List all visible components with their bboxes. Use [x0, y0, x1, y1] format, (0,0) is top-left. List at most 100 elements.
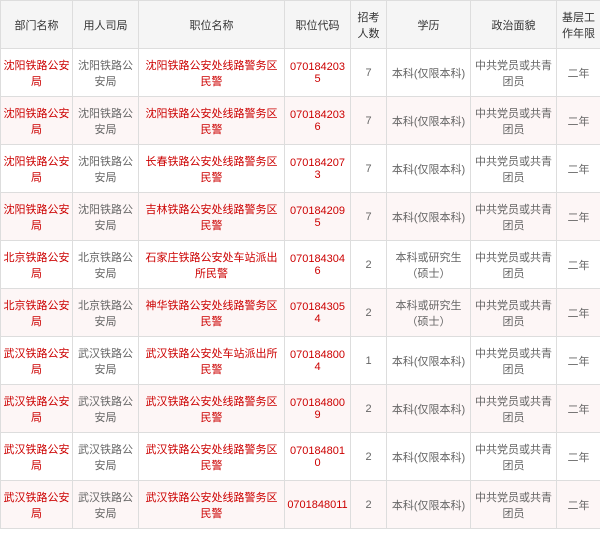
count-cell: 7	[351, 49, 387, 97]
table-row: 武汉铁路公安局武汉铁路公安局武汉铁路公安处线路警务区民警07018480112本…	[1, 481, 600, 529]
edu-cell: 本科(仅限本科)	[387, 337, 471, 385]
dept-link[interactable]: 沈阳铁路公安局	[1, 97, 73, 145]
position-link[interactable]: 沈阳铁路公安处线路警务区民警	[139, 97, 285, 145]
unit-cell: 沈阳铁路公安局	[73, 193, 139, 241]
political-cell: 中共党员或共青团员	[471, 145, 557, 193]
dept-link[interactable]: 武汉铁路公安局	[1, 481, 73, 529]
code-link[interactable]: 0701848010	[285, 433, 351, 481]
col-header-6: 政治面貌	[471, 1, 557, 49]
unit-cell: 武汉铁路公安局	[73, 385, 139, 433]
political-cell: 中共党员或共青团员	[471, 481, 557, 529]
unit-cell: 武汉铁路公安局	[73, 481, 139, 529]
table-body: 沈阳铁路公安局沈阳铁路公安局沈阳铁路公安处线路警务区民警07018420357本…	[1, 49, 600, 529]
years-cell: 二年	[557, 97, 600, 145]
count-cell: 2	[351, 481, 387, 529]
unit-cell: 武汉铁路公安局	[73, 337, 139, 385]
count-cell: 2	[351, 385, 387, 433]
edu-cell: 本科(仅限本科)	[387, 385, 471, 433]
unit-cell: 武汉铁路公安局	[73, 433, 139, 481]
political-cell: 中共党员或共青团员	[471, 49, 557, 97]
political-cell: 中共党员或共青团员	[471, 385, 557, 433]
position-link[interactable]: 吉林铁路公安处线路警务区民警	[139, 193, 285, 241]
job-table: 部门名称用人司局职位名称职位代码招考人数学历政治面貌基层工作年限 沈阳铁路公安局…	[0, 0, 600, 529]
position-link[interactable]: 武汉铁路公安处线路警务区民警	[139, 385, 285, 433]
count-cell: 7	[351, 193, 387, 241]
table-row: 沈阳铁路公安局沈阳铁路公安局长春铁路公安处线路警务区民警07018420737本…	[1, 145, 600, 193]
table-row: 武汉铁路公安局武汉铁路公安局武汉铁路公安处车站派出所民警07018480041本…	[1, 337, 600, 385]
edu-cell: 本科(仅限本科)	[387, 97, 471, 145]
count-cell: 1	[351, 337, 387, 385]
years-cell: 二年	[557, 49, 600, 97]
col-header-0: 部门名称	[1, 1, 73, 49]
dept-link[interactable]: 北京铁路公安局	[1, 289, 73, 337]
years-cell: 二年	[557, 337, 600, 385]
political-cell: 中共党员或共青团员	[471, 97, 557, 145]
years-cell: 二年	[557, 385, 600, 433]
code-link[interactable]: 0701848011	[285, 481, 351, 529]
edu-cell: 本科(仅限本科)	[387, 433, 471, 481]
years-cell: 二年	[557, 193, 600, 241]
dept-link[interactable]: 北京铁路公安局	[1, 241, 73, 289]
count-cell: 2	[351, 241, 387, 289]
code-link[interactable]: 0701848004	[285, 337, 351, 385]
political-cell: 中共党员或共青团员	[471, 337, 557, 385]
col-header-7: 基层工作年限	[557, 1, 600, 49]
code-link[interactable]: 0701842036	[285, 97, 351, 145]
count-cell: 2	[351, 433, 387, 481]
count-cell: 2	[351, 289, 387, 337]
col-header-2: 职位名称	[139, 1, 285, 49]
position-link[interactable]: 武汉铁路公安处线路警务区民警	[139, 433, 285, 481]
code-link[interactable]: 0701842073	[285, 145, 351, 193]
table-row: 沈阳铁路公安局沈阳铁路公安局吉林铁路公安处线路警务区民警07018420957本…	[1, 193, 600, 241]
unit-cell: 沈阳铁路公安局	[73, 145, 139, 193]
years-cell: 二年	[557, 433, 600, 481]
dept-link[interactable]: 沈阳铁路公安局	[1, 193, 73, 241]
code-link[interactable]: 0701843046	[285, 241, 351, 289]
unit-cell: 沈阳铁路公安局	[73, 49, 139, 97]
count-cell: 7	[351, 97, 387, 145]
position-link[interactable]: 武汉铁路公安处线路警务区民警	[139, 481, 285, 529]
edu-cell: 本科(仅限本科)	[387, 481, 471, 529]
unit-cell: 北京铁路公安局	[73, 289, 139, 337]
table-header-row: 部门名称用人司局职位名称职位代码招考人数学历政治面貌基层工作年限	[1, 1, 600, 49]
count-cell: 7	[351, 145, 387, 193]
edu-cell: 本科(仅限本科)	[387, 145, 471, 193]
dept-link[interactable]: 沈阳铁路公安局	[1, 49, 73, 97]
edu-cell: 本科或研究生（硕士）	[387, 289, 471, 337]
code-link[interactable]: 0701842035	[285, 49, 351, 97]
political-cell: 中共党员或共青团员	[471, 433, 557, 481]
table-row: 沈阳铁路公安局沈阳铁路公安局沈阳铁路公安处线路警务区民警07018420367本…	[1, 97, 600, 145]
years-cell: 二年	[557, 241, 600, 289]
dept-link[interactable]: 武汉铁路公安局	[1, 337, 73, 385]
political-cell: 中共党员或共青团员	[471, 289, 557, 337]
unit-cell: 北京铁路公安局	[73, 241, 139, 289]
col-header-1: 用人司局	[73, 1, 139, 49]
table-row: 北京铁路公安局北京铁路公安局石家庄铁路公安处车站派出所民警07018430462…	[1, 241, 600, 289]
position-link[interactable]: 沈阳铁路公安处线路警务区民警	[139, 49, 285, 97]
table-row: 北京铁路公安局北京铁路公安局神华铁路公安处线路警务区民警07018430542本…	[1, 289, 600, 337]
years-cell: 二年	[557, 145, 600, 193]
edu-cell: 本科或研究生（硕士）	[387, 241, 471, 289]
dept-link[interactable]: 武汉铁路公安局	[1, 433, 73, 481]
table-row: 武汉铁路公安局武汉铁路公安局武汉铁路公安处线路警务区民警07018480102本…	[1, 433, 600, 481]
col-header-5: 学历	[387, 1, 471, 49]
table-row: 武汉铁路公安局武汉铁路公安局武汉铁路公安处线路警务区民警07018480092本…	[1, 385, 600, 433]
years-cell: 二年	[557, 289, 600, 337]
dept-link[interactable]: 沈阳铁路公安局	[1, 145, 73, 193]
edu-cell: 本科(仅限本科)	[387, 193, 471, 241]
unit-cell: 沈阳铁路公安局	[73, 97, 139, 145]
position-link[interactable]: 石家庄铁路公安处车站派出所民警	[139, 241, 285, 289]
code-link[interactable]: 0701848009	[285, 385, 351, 433]
position-link[interactable]: 武汉铁路公安处车站派出所民警	[139, 337, 285, 385]
years-cell: 二年	[557, 481, 600, 529]
dept-link[interactable]: 武汉铁路公安局	[1, 385, 73, 433]
table-row: 沈阳铁路公安局沈阳铁路公安局沈阳铁路公安处线路警务区民警07018420357本…	[1, 49, 600, 97]
code-link[interactable]: 0701842095	[285, 193, 351, 241]
political-cell: 中共党员或共青团员	[471, 193, 557, 241]
political-cell: 中共党员或共青团员	[471, 241, 557, 289]
col-header-4: 招考人数	[351, 1, 387, 49]
code-link[interactable]: 0701843054	[285, 289, 351, 337]
position-link[interactable]: 神华铁路公安处线路警务区民警	[139, 289, 285, 337]
position-link[interactable]: 长春铁路公安处线路警务区民警	[139, 145, 285, 193]
col-header-3: 职位代码	[285, 1, 351, 49]
